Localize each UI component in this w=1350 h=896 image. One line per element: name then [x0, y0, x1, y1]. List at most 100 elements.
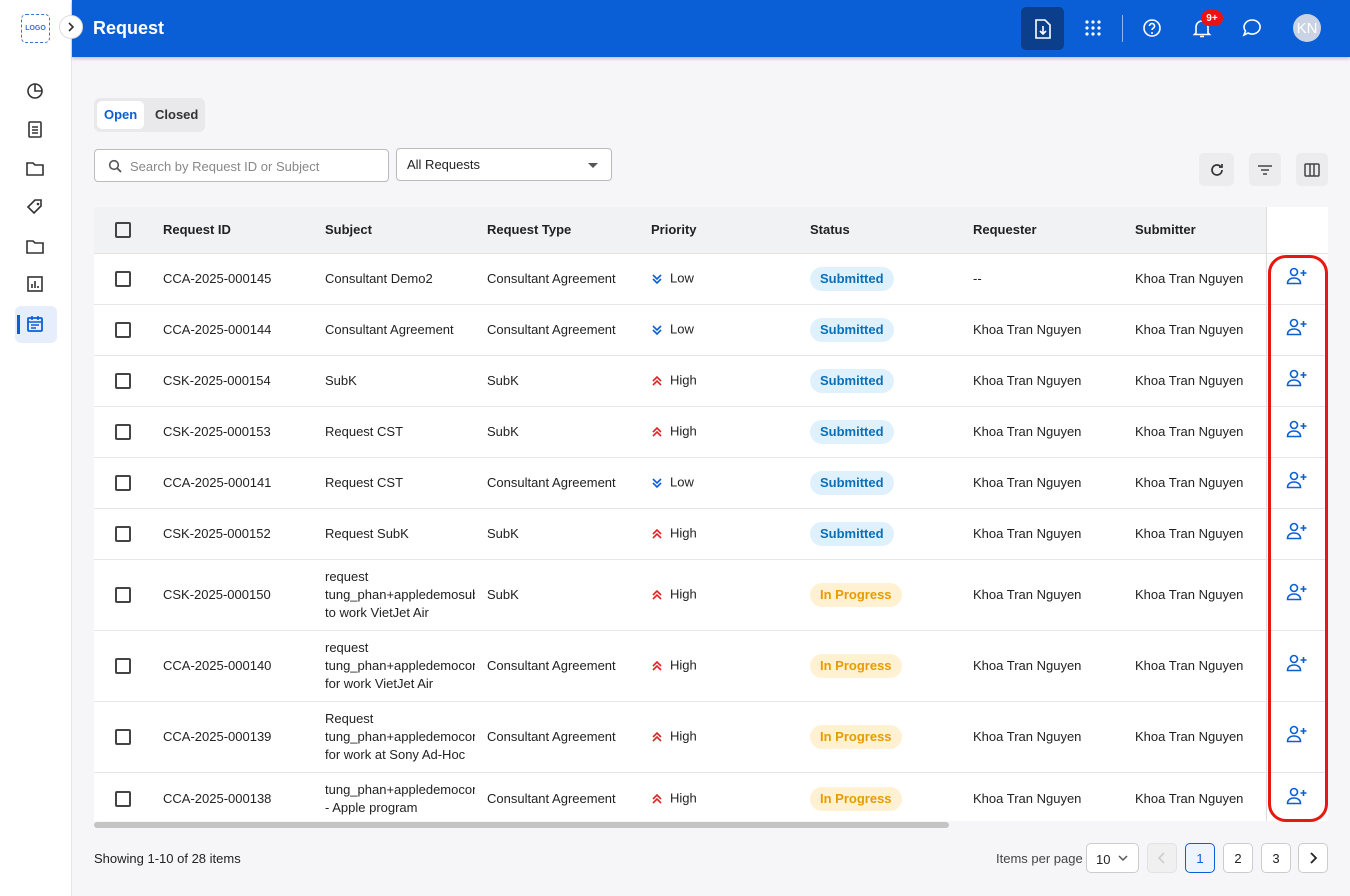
nav-folder[interactable]: [24, 157, 46, 179]
tab[interactable]: Open: [97, 101, 145, 129]
search-input[interactable]: Search by Request ID or Subject: [94, 149, 389, 182]
priority-cell: High: [639, 355, 798, 407]
request-type: Consultant Agreement: [475, 772, 639, 821]
action-cell: [1265, 304, 1328, 356]
logo[interactable]: LOGO: [21, 14, 50, 43]
dropdown-arrow: [1118, 855, 1128, 862]
nav-documents[interactable]: [24, 235, 46, 257]
avatar[interactable]: KN: [1293, 14, 1321, 42]
table-row: CSK-2025-000150 request tung_phan+applede…: [94, 559, 1328, 631]
nav-dashboard[interactable]: [24, 80, 46, 102]
row-checkbox[interactable]: [114, 373, 131, 390]
select-cell: [94, 457, 151, 509]
row-checkbox[interactable]: [114, 791, 131, 808]
row-checkbox[interactable]: [114, 658, 131, 675]
pagination-summary: Showing 1-10 of 28 items: [94, 851, 241, 866]
requester: --: [961, 253, 1123, 305]
requester: Khoa Tran Nguyen: [961, 304, 1123, 356]
assign-user-button[interactable]: [1286, 654, 1308, 672]
column-header: Subject: [313, 207, 475, 254]
action-cell: [1265, 253, 1328, 305]
priority-icon: [651, 477, 663, 489]
notification-badge: 9+: [1201, 10, 1223, 26]
column-header: Status: [798, 207, 961, 254]
row-checkbox[interactable]: [114, 424, 131, 441]
action-cell: [1265, 355, 1328, 407]
subject-cell: request tung_phan+appledemosub to work V…: [313, 559, 475, 631]
subject: Request SubK: [325, 525, 409, 541]
filter-button[interactable]: [1249, 153, 1281, 186]
submitter: Khoa Tran Nguyen: [1123, 630, 1266, 702]
requester: Khoa Tran Nguyen: [961, 457, 1123, 509]
row-checkbox[interactable]: [114, 729, 131, 746]
help-button[interactable]: [1140, 16, 1164, 40]
request-id: CSK-2025-000153: [151, 406, 313, 458]
assign-user-button[interactable]: [1286, 725, 1308, 743]
assign-user-button[interactable]: [1286, 787, 1308, 805]
status-cell: In Progress: [798, 772, 961, 821]
row-checkbox[interactable]: [114, 475, 131, 492]
nav-tags[interactable]: [24, 196, 46, 218]
priority-cell: High: [639, 559, 798, 631]
search-icon: [108, 159, 122, 173]
sidebar-toggle[interactable]: [59, 15, 83, 39]
page-button[interactable]: 1: [1185, 843, 1215, 873]
requester: Khoa Tran Nguyen: [961, 355, 1123, 407]
action-cell: [1265, 559, 1328, 631]
row-checkbox[interactable]: [114, 587, 131, 604]
priority-cell: Low: [639, 457, 798, 509]
subject-cell: Request SubK: [313, 508, 475, 560]
items-per-page-select[interactable]: 10: [1086, 843, 1139, 873]
requester: Khoa Tran Nguyen: [961, 630, 1123, 702]
action-cell: [1265, 406, 1328, 458]
assign-user-button[interactable]: [1286, 522, 1308, 540]
requests-table: Request ID Subject Request Type Priority Sta…: [94, 207, 1328, 821]
priority: High: [670, 728, 697, 744]
submitter: Khoa Tran Nguyen: [1123, 559, 1266, 631]
assign-user-button[interactable]: [1286, 583, 1308, 601]
request-id: CCA-2025-000138: [151, 772, 313, 821]
assign-user-button[interactable]: [1286, 369, 1308, 387]
submitter: Khoa Tran Nguyen: [1123, 772, 1266, 821]
refresh-button[interactable]: [1199, 153, 1234, 186]
priority-icon: [651, 426, 663, 438]
status-badge: In Progress: [810, 582, 902, 607]
assign-user-button[interactable]: [1286, 267, 1308, 285]
columns-button[interactable]: [1296, 153, 1328, 186]
tab-group: Open Closed: [94, 98, 205, 132]
request-type: Consultant Agreement: [475, 457, 639, 509]
assign-user-button[interactable]: [1286, 318, 1308, 336]
apps-button[interactable]: [1081, 16, 1105, 40]
nav-tasks[interactable]: [24, 118, 46, 140]
select-cell: [94, 630, 151, 702]
priority-icon: [651, 660, 663, 672]
prev-page-button[interactable]: [1147, 843, 1177, 873]
priority-icon: [651, 589, 663, 601]
page-button[interactable]: 2: [1223, 843, 1253, 873]
row-checkbox[interactable]: [114, 526, 131, 543]
select-all-checkbox[interactable]: [114, 222, 131, 239]
row-checkbox[interactable]: [114, 271, 131, 288]
download-button[interactable]: [1021, 7, 1064, 50]
nav-reports[interactable]: [24, 273, 46, 295]
priority-icon: [651, 324, 663, 336]
action-cell: [1265, 508, 1328, 560]
subject: Request CST: [325, 474, 404, 490]
next-page-button[interactable]: [1298, 843, 1328, 873]
priority-icon: [651, 528, 663, 540]
page-button[interactable]: 3: [1261, 843, 1291, 873]
filter-select[interactable]: All Requests: [396, 148, 612, 181]
status-badge: Submitted: [810, 266, 894, 291]
chat-button[interactable]: [1240, 16, 1264, 40]
assign-user-button[interactable]: [1286, 420, 1308, 438]
nav-requests[interactable]: [24, 313, 46, 335]
row-checkbox[interactable]: [114, 322, 131, 339]
header-row: Request ID Subject Request Type Priority Sta…: [94, 207, 1328, 254]
horizontal-scrollbar[interactable]: [94, 822, 949, 828]
tab[interactable]: Closed: [155, 107, 199, 122]
assign-user-button[interactable]: [1286, 471, 1308, 489]
table-row: CCA-2025-000141 Request CST Consultant Agr…: [94, 457, 1328, 509]
status-cell: Submitted: [798, 355, 961, 407]
priority: High: [670, 790, 697, 806]
select-cell: [94, 559, 151, 631]
